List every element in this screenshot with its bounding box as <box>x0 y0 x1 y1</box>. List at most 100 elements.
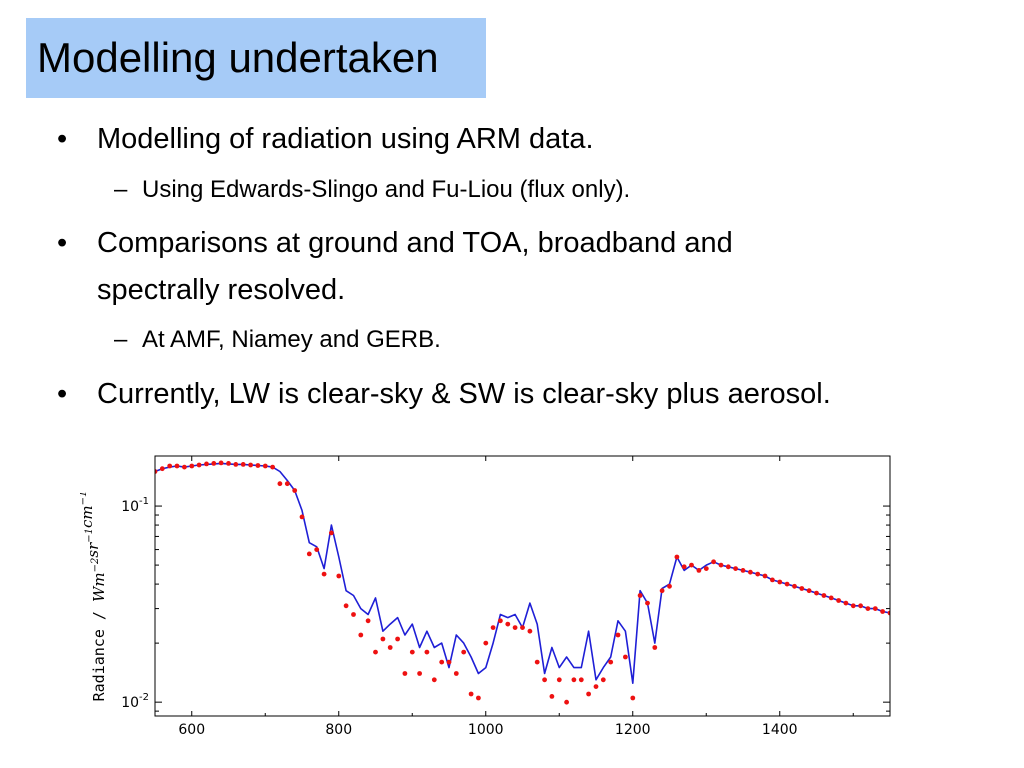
observation-point <box>740 568 746 573</box>
y-axis-label-text: Radiance / Wm−2sr−1cm−1 <box>80 491 108 702</box>
observation-point <box>409 649 415 655</box>
observation-point <box>167 463 173 469</box>
observation-point <box>733 566 738 571</box>
y-tick-label: 10-2 <box>121 692 149 711</box>
observation-point <box>189 463 195 469</box>
bullet-text-line-1: Comparisons at ground and TOA, broadband… <box>97 227 733 259</box>
observation-point <box>696 568 702 573</box>
observation-point <box>424 649 430 655</box>
bullet-marker: • <box>57 123 68 155</box>
bullet-marker: • <box>57 378 68 410</box>
y-axis-label: Radiance / Wm−2sr−1cm−1 <box>78 491 108 702</box>
observation-point <box>343 603 349 609</box>
radiance-chart: 600 800 1000 1200 1400 10-1 10-2 Radiance / Wm… <box>78 450 910 750</box>
observation-point <box>762 573 768 579</box>
observation-point <box>453 671 459 676</box>
observation-point <box>468 691 474 697</box>
observation-point <box>689 562 694 568</box>
observation-point <box>248 462 254 468</box>
title-box: Modelling undertaken <box>26 18 486 98</box>
chart-svg: 600 800 1000 1200 1400 10-1 10-2 Radiance / Wm… <box>78 455 891 738</box>
observation-point <box>571 677 577 683</box>
model-series-line <box>155 462 890 684</box>
observation-point <box>623 654 628 660</box>
observation-point <box>784 581 790 587</box>
observation-point <box>284 481 290 487</box>
observation-point <box>593 684 599 689</box>
observation-point <box>233 462 239 467</box>
observation-point <box>365 618 371 624</box>
x-tick-label: 600 <box>178 722 205 738</box>
observation-point <box>777 579 783 585</box>
observation-point <box>645 600 650 606</box>
observation-point <box>755 571 761 577</box>
observation-point <box>711 559 716 565</box>
observation-point <box>155 469 158 474</box>
observation-point <box>240 462 246 467</box>
y-tick-label: 10-1 <box>121 496 149 515</box>
x-tick-label: 1400 <box>762 722 798 738</box>
bullet-list: • Modelling of radiation using ARM data.… <box>57 123 831 410</box>
observation-point <box>358 632 364 638</box>
observation-point <box>865 606 871 611</box>
observation-point <box>174 463 180 469</box>
observation-point <box>218 460 224 466</box>
observation-point <box>718 562 724 568</box>
observation-point <box>306 551 312 557</box>
observation-point <box>402 671 408 676</box>
x-tick-label: 1200 <box>615 722 651 738</box>
observation-point <box>887 610 890 616</box>
observation-point <box>292 488 298 493</box>
observation-point <box>652 645 658 650</box>
sub-bullet-marker: – <box>114 326 128 353</box>
observation-point <box>799 586 805 591</box>
observation-point <box>843 600 849 606</box>
observation-point <box>336 573 342 579</box>
observation-point <box>439 659 445 665</box>
observation-point <box>387 645 393 650</box>
observation-point <box>505 621 511 627</box>
observation-point <box>255 463 261 468</box>
chart-marks <box>155 460 890 705</box>
observation-point <box>814 590 819 596</box>
bullet-text-line-2: spectrally resolved. <box>97 274 346 306</box>
observation-point <box>872 606 878 611</box>
observation-point <box>321 571 327 577</box>
observation-point <box>608 659 614 665</box>
observation-point <box>299 514 305 520</box>
observation-point <box>674 554 680 560</box>
observation-point <box>498 618 503 624</box>
observation-point <box>549 694 555 699</box>
observation-point <box>431 677 437 683</box>
observation-point <box>586 691 591 697</box>
observation-point <box>880 609 885 614</box>
observation-point <box>556 677 562 683</box>
observation-point <box>159 466 165 472</box>
observation-point <box>821 593 827 598</box>
observation-point <box>836 598 841 603</box>
observation-point <box>850 603 856 609</box>
observation-point <box>578 677 584 683</box>
observation-point <box>858 603 863 609</box>
observation-point <box>748 569 753 575</box>
observation-point <box>226 461 231 466</box>
observation-point <box>277 481 283 487</box>
observation-point <box>395 636 400 642</box>
bullet-text: Currently, LW is clear-sky & SW is clear… <box>97 378 831 410</box>
observation-point <box>828 595 834 601</box>
observation-point <box>527 628 533 634</box>
observation-point <box>262 463 268 469</box>
bullet-marker: • <box>57 227 68 259</box>
observation-point <box>770 577 775 583</box>
observation-point <box>314 547 320 552</box>
observation-point <box>182 464 187 470</box>
observation-point <box>681 564 687 570</box>
x-tick-label: 1000 <box>468 722 504 738</box>
observation-point <box>630 695 636 701</box>
sub-bullet-text: Using Edwards-Slingo and Fu-Liou (flux o… <box>142 176 631 203</box>
x-tick-label: 800 <box>325 722 352 738</box>
observation-point <box>417 671 422 676</box>
observation-point <box>534 659 540 665</box>
observation-point <box>373 649 378 655</box>
plot-frame <box>154 455 891 717</box>
